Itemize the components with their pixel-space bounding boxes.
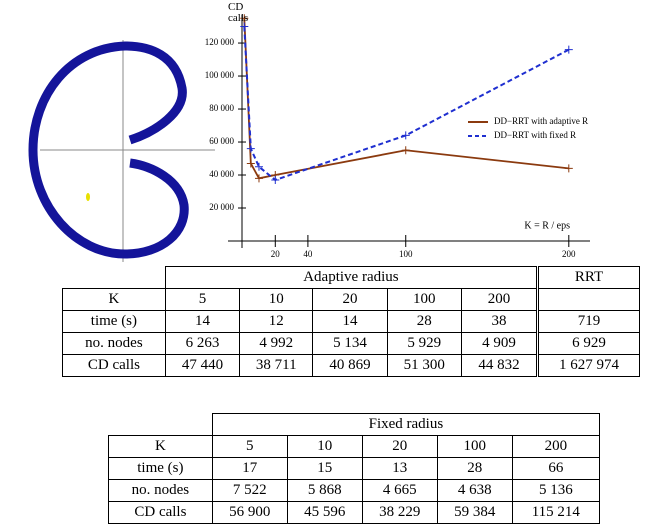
figure: K = R / eps 20 000 40 000 60 000 80 000 100 … [0, 0, 647, 262]
row-label: time (s) [109, 458, 213, 480]
y-tick-label: 100 000 [205, 70, 235, 80]
table-cell: 14 [313, 311, 387, 333]
table-cell: 5 868 [287, 480, 362, 502]
table-cell: 15 [287, 458, 362, 480]
x-tick-label: 100 [399, 249, 413, 259]
table-cell: 44 832 [461, 355, 537, 377]
row-label: CD calls [109, 502, 213, 524]
table-cell: 45 596 [287, 502, 362, 524]
group-header: Fixed radius [212, 414, 599, 436]
table-cell: 200 [461, 289, 537, 311]
y-axis-label: CD calls [228, 2, 258, 24]
table-cell: 5 136 [512, 480, 599, 502]
table-cell: 40 869 [313, 355, 387, 377]
robot-diagram [33, 40, 215, 262]
table-cell: 4 638 [437, 480, 512, 502]
table-cell: 20 [313, 289, 387, 311]
table-cell: 51 300 [387, 355, 461, 377]
group-header: RRT [538, 267, 640, 289]
x-tick-label: 40 [303, 249, 313, 259]
table-cell: 17 [212, 458, 287, 480]
table-cell: 66 [512, 458, 599, 480]
x-tick-label: 200 [562, 249, 576, 259]
corner-cell [63, 267, 166, 289]
point-marker [565, 164, 573, 172]
table-cell: 100 [387, 289, 461, 311]
point-marker [402, 146, 410, 154]
x-axis-label: K = R / eps [524, 220, 570, 231]
table-cell: 12 [240, 311, 313, 333]
table-cell: 115 214 [512, 502, 599, 524]
y-tick-label: 80 000 [209, 103, 234, 113]
series-line [244, 18, 568, 178]
table-cell: 47 440 [165, 355, 239, 377]
table-cell: 5 [212, 436, 287, 458]
row-label: time (s) [63, 311, 166, 333]
row-label: no. nodes [63, 333, 166, 355]
page: K = R / eps 20 000 40 000 60 000 80 000 100 … [0, 0, 647, 529]
point-marker [402, 131, 410, 139]
point-marker [271, 176, 279, 184]
legend-label: DD−RRT with adaptive R [494, 116, 588, 126]
table-cell: 38 229 [362, 502, 437, 524]
group-header: Adaptive radius [165, 267, 537, 289]
table-cell: 28 [387, 311, 461, 333]
row-label: no. nodes [109, 480, 213, 502]
point-marker [255, 174, 263, 182]
point-marker [247, 159, 255, 167]
point-marker [247, 145, 255, 153]
point-marker [565, 46, 573, 54]
table-cell: 20 [362, 436, 437, 458]
table-cell: 38 [461, 311, 537, 333]
table-cell: 10 [287, 436, 362, 458]
y-tick-label: 40 000 [209, 169, 234, 179]
y-tick-label: 60 000 [209, 136, 234, 146]
row-label: CD calls [63, 355, 166, 377]
table-cell: 13 [362, 458, 437, 480]
table-cell: 719 [538, 311, 640, 333]
table-cell [538, 289, 640, 311]
row-label: K [63, 289, 166, 311]
table-cell: 14 [165, 311, 239, 333]
series-line [244, 27, 568, 180]
table-cell: 4 992 [240, 333, 313, 355]
table-cell: 28 [437, 458, 512, 480]
table-cell: 5 929 [387, 333, 461, 355]
table-cell: 200 [512, 436, 599, 458]
y-tick-label: 120 000 [205, 37, 235, 47]
row-label: K [109, 436, 213, 458]
table-cell: 6 263 [165, 333, 239, 355]
table-cell: 59 384 [437, 502, 512, 524]
table-cell: 5 [165, 289, 239, 311]
y-tick-label: 20 000 [209, 202, 234, 212]
corner-cell [109, 414, 213, 436]
table-cell: 56 900 [212, 502, 287, 524]
table-cell: 100 [437, 436, 512, 458]
table-cell: 7 522 [212, 480, 287, 502]
table-cell: 5 134 [313, 333, 387, 355]
table-cell: 4 909 [461, 333, 537, 355]
table-cell: 4 665 [362, 480, 437, 502]
table-cell: 38 711 [240, 355, 313, 377]
x-tick-label: 20 [271, 249, 281, 259]
legend-label: DD−RRT with fixed R [494, 130, 576, 140]
table-cell: 10 [240, 289, 313, 311]
table-cell: 6 929 [538, 333, 640, 355]
table-cell: 1 627 974 [538, 355, 640, 377]
